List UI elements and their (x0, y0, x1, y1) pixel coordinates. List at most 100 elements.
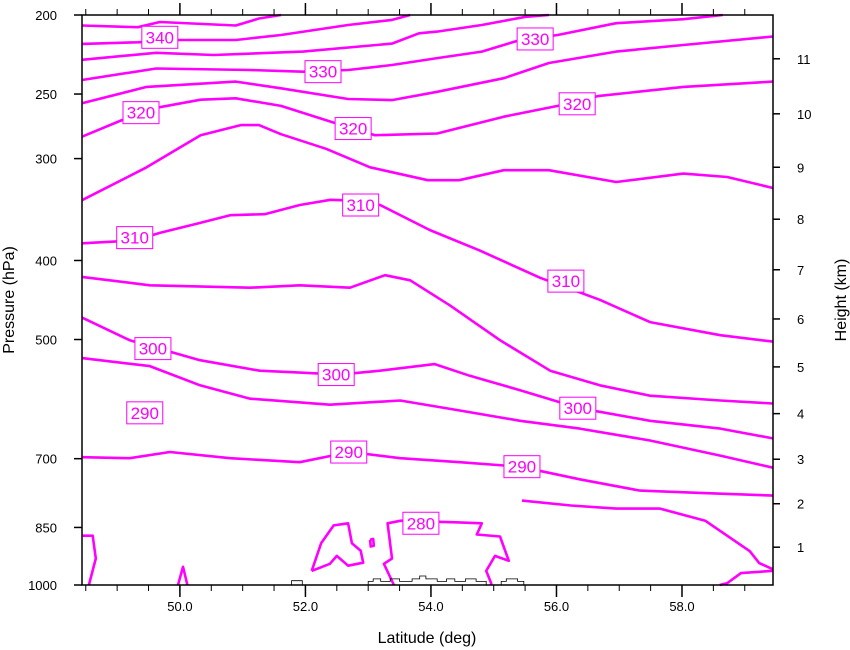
y2-tick-label: 9 (797, 160, 804, 175)
contour-label-text: 310 (121, 229, 149, 248)
contour-line-300 (81, 316, 774, 440)
contour-line-330 (81, 13, 723, 82)
contour-line-320 (81, 80, 774, 138)
y2-tick-label: 6 (797, 312, 804, 327)
contour-label-text: 300 (322, 366, 350, 385)
y2-tick-label: 2 (797, 497, 804, 512)
contour-label-box (330, 440, 368, 464)
contour-line-320 (81, 123, 774, 202)
plot-frame (81, 14, 774, 586)
contour-line-280 (521, 499, 774, 587)
y2-tick-label: 1 (797, 540, 804, 555)
y-axis-title: Pressure (hPa) (1, 246, 18, 354)
contour-label: 280 (402, 511, 440, 535)
contour-label-text: 280 (407, 514, 435, 533)
contour-label: 310 (342, 193, 380, 217)
contour-label: 290 (126, 401, 164, 425)
terrain-layer (291, 575, 525, 586)
contour-layer (81, 13, 774, 587)
y2-tick-label: 8 (797, 212, 804, 227)
y-tick-label: 400 (35, 253, 57, 268)
contour-label: 290 (330, 440, 368, 464)
contour-line-330 (81, 13, 550, 62)
y2-tick-label: 3 (797, 452, 804, 467)
terrain-outline (291, 575, 525, 586)
contour-label: 340 (141, 25, 179, 49)
contour-label-box (402, 511, 440, 535)
contour-label-text: 290 (335, 443, 363, 462)
contour-label-box (334, 117, 372, 141)
contour-label-text: 310 (346, 196, 374, 215)
contour-label-text: 320 (127, 104, 155, 123)
contour-label-text: 330 (309, 63, 337, 82)
contour-label: 300 (559, 396, 597, 420)
contour-label: 310 (116, 226, 154, 250)
contour-label: 300 (317, 363, 355, 387)
x-tick-label: 52.0 (293, 599, 318, 614)
contour-label: 320 (334, 117, 372, 141)
contour-label-box (559, 396, 597, 420)
contour-label-text: 290 (508, 458, 536, 477)
contour-label-text: 300 (564, 399, 592, 418)
contour-line-290 (81, 356, 774, 469)
contour-label: 300 (134, 337, 172, 361)
contour-line-330 (81, 35, 774, 105)
y-tick-label: 500 (35, 333, 57, 348)
y2-tick-label: 7 (797, 263, 804, 278)
x-tick-label: 58.0 (669, 599, 694, 614)
x-tick-label: 54.0 (418, 599, 443, 614)
contour-label-box (317, 363, 355, 387)
contour-line-310 (81, 273, 774, 405)
contour-label-text: 340 (146, 28, 174, 47)
contour-label-box (116, 226, 154, 250)
contour-label: 330 (304, 60, 342, 84)
contour-label-box (141, 25, 179, 49)
contour-label-box (558, 92, 596, 116)
contour-label-text: 320 (563, 95, 591, 114)
contour-label: 320 (122, 101, 160, 125)
y2-tick-label: 11 (797, 52, 811, 67)
contour-label-box (503, 455, 541, 479)
contour-label-text: 320 (339, 120, 367, 139)
contour-label-box (342, 193, 380, 217)
contour-label-box (304, 60, 342, 84)
axis-ticks: 50.0 52.0 54.0 56.0 58.020025030040050070085… (28, 3, 811, 614)
contour-line-280 (310, 521, 365, 573)
contour-line-290 (81, 450, 774, 497)
y-tick-label: 850 (35, 520, 57, 535)
y-tick-label: 200 (35, 8, 57, 23)
contour-label-box (134, 337, 172, 361)
contour-line-280 (176, 565, 189, 586)
y2-tick-label: 5 (797, 360, 804, 375)
contour-label: 320 (558, 92, 596, 116)
contour-line-280 (82, 534, 98, 586)
y2-axis-title: Height (km) (833, 259, 850, 342)
x-tick-label: 50.0 (167, 599, 192, 614)
contour-line-280 (368, 537, 376, 548)
y2-tick-label: 10 (797, 107, 811, 122)
contour-label-text: 300 (139, 340, 167, 359)
contour-label: 330 (516, 27, 554, 51)
contour-line-340 (81, 13, 282, 29)
contour-label-text: 310 (552, 272, 580, 291)
contour-label-box (547, 269, 585, 293)
contour-label-box (122, 101, 160, 125)
contour-label-box (126, 401, 164, 425)
y-tick-label: 300 (35, 152, 57, 167)
y-tick-label: 1000 (28, 578, 57, 593)
y-tick-label: 250 (35, 87, 57, 102)
x-tick-label: 56.0 (544, 599, 569, 614)
contour-label-text: 330 (521, 30, 549, 49)
contour-line-340 (81, 13, 411, 46)
y-tick-label: 700 (35, 452, 57, 467)
contour-label-layer: 340 330 330 320 320 320 310 310 310 300 300 300 290 2… (116, 25, 597, 535)
x-axis-title: Latitude (deg) (378, 630, 477, 647)
contour-label: 310 (547, 269, 585, 293)
contour-label: 290 (503, 455, 541, 479)
y2-tick-label: 4 (797, 407, 804, 422)
contour-line-310 (81, 198, 774, 343)
contour-label-box (516, 27, 554, 51)
contour-label-text: 290 (131, 404, 159, 423)
contour-line-280 (382, 519, 511, 586)
